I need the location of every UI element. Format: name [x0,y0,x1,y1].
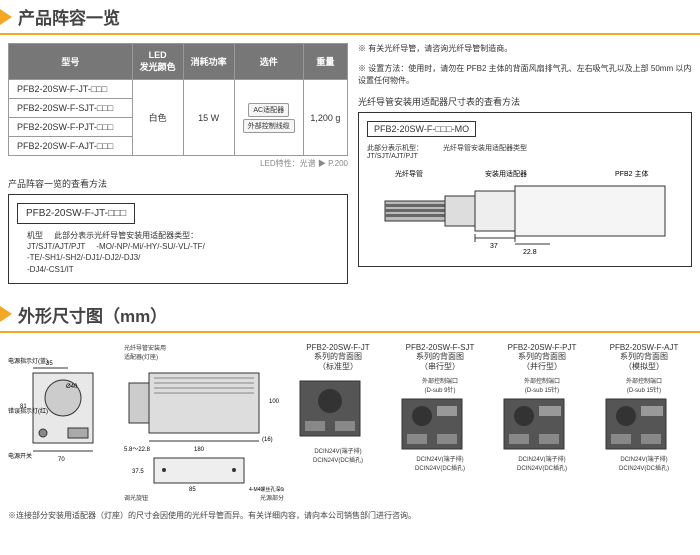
model-cell: PFB2-20SW-F-JT-□□□ [9,80,133,99]
dcin: DCIN24V(端子排) [392,454,488,463]
port: 外部控制端口 (D-sub 15针) [494,376,590,394]
note2: ※ 设置方法：使用时，请勿在 PFB2 主体的背面风扇排气孔、左右吸气孔以及上部… [358,63,692,87]
model-cell: PFB2-20SW-F-SJT-□□□ [9,99,133,118]
model-cell: PFB2-20SW-F-AJT-□□□ [9,137,133,156]
dimensions-area: 电源指示灯(蓝) 错误指示灯(红) 电源开关 35 70 81 Ø40 光纤导管… [0,343,700,502]
left-column: 型号 LED 发光颜色 消耗功率 选件 重量 PFB2-20SW-F-JT-□□… [8,43,348,284]
th-power: 消耗功率 [183,44,234,80]
lbl-light: 光源部分 [260,493,284,502]
right-column: ※ 有关光纤导管，请咨询光纤导管制造商。 ※ 设置方法：使用时，请勿在 PFB2… [358,43,692,284]
port: 外部控制端口 (D-sub 9针) [392,376,488,394]
al1: 此部分表示机型： JT/SJT/AJT/PJT [367,143,423,160]
l2: 此部分表示光纤导管安装用适配器类型： [54,231,198,240]
power-cell: 15 W [183,80,234,156]
lookup-model: PFB2-20SW-F-JT-□□□ [17,203,135,224]
rear-svg [596,394,676,454]
section-title: 外形尺寸图（mm） [18,302,167,327]
footnote: ※连接部分安装用适配器（灯座）的尺寸会因使用的光纤导管而异。有关详细内容，请向本… [0,510,700,521]
adapter-svg: 光纤导管 安装用适配器 PFB2 主体 37 22.8 [367,166,683,256]
port: 外部控制端口 (D-sub 15针) [596,376,692,394]
rear-svg [494,394,574,454]
spec-table: 型号 LED 发光颜色 消耗功率 选件 重量 PFB2-20SW-F-JT-□□… [8,43,348,156]
lbl-screw: 4-M4螺丝孔深6(安装用) [249,486,284,493]
dc: DCIN24V(DC插孔) [596,463,692,472]
rear-view-2: PFB2-20SW-F-PJT 系列的背面图 （并行型） 外部控制端口 (D-s… [494,343,590,472]
l1: 机型 [27,231,43,240]
dc: DCIN24V(DC插孔) [392,463,488,472]
opt1: AC适配器 [248,103,289,117]
lbl-dimmer: 调光旋钮 [124,493,148,502]
v16: (16) [262,437,273,443]
rear-svg [290,376,370,446]
rear-view-0: PFB2-20SW-F-JT 系列的背面图 （标准型） DCIN24V(端子排)… [290,343,386,464]
arrow-icon [0,306,12,322]
v58: 5.8～22.8 [124,447,151,453]
v40: Ø40 [66,384,78,390]
lbl-powerled: 电源指示灯(蓝) [8,357,48,365]
side-view: 光纤导管安装用 适配器(灯座) 100 180 5.8～22.8 (16) 37… [124,343,284,502]
model-cell: PFB2-20SW-F-PJT-□□□ [9,118,133,137]
dcin: DCIN24V(端子排) [494,454,590,463]
section-title: 产品阵容一览 [18,4,120,29]
rear-title: PFB2-20SW-F-SJT 系列的背面图 （串行型） [392,343,488,372]
th-weight: 重量 [303,44,347,80]
lookup-title: 产品阵容一览的查看方法 [8,177,348,190]
lbl-powersw: 电源开关 [8,452,32,460]
section-header-lineup: 产品阵容一览 [0,0,700,35]
lbl-errorled: 错误指示灯(红) [8,407,48,415]
al2: 光纤导管安装用适配器类型 [443,143,527,160]
body-label: PFB2 主体 [615,169,648,178]
v70: 70 [58,457,65,463]
th-model: 型号 [9,44,133,80]
d2: 22.8 [523,249,537,256]
led-note: LED特性：光谱 ▶ P.200 [8,158,348,169]
rear-view-1: PFB2-20SW-F-SJT 系列的背面图 （串行型） 外部控制端口 (D-s… [392,343,488,472]
section-header-dims: 外形尺寸图（mm） [0,298,700,333]
v85: 85 [189,487,196,493]
rear-title: PFB2-20SW-F-PJT 系列的背面图 （并行型） [494,343,590,372]
d1: 37 [490,243,498,250]
dcin: DCIN24V(端子排) [290,446,386,455]
lookup-desc: 机型 此部分表示光纤导管安装用适配器类型： JT/SJT/AJT/PJT -MO… [27,230,339,275]
front-svg: 电源指示灯(蓝) 错误指示灯(红) 电源开关 35 70 81 Ø40 [8,343,118,483]
v81: 81 [20,404,27,410]
v100: 100 [269,399,280,405]
lookup-box: PFB2-20SW-F-JT-□□□ 机型 此部分表示光纤导管安装用适配器类型：… [8,194,348,284]
v375: 37.5 [132,469,144,475]
arrow-icon [0,9,12,25]
lineup-area: 型号 LED 发光颜色 消耗功率 选件 重量 PFB2-20SW-F-JT-□□… [0,43,700,284]
side-svg: 100 180 5.8～22.8 (16) 37.5 85 4-M4螺丝孔深6(… [124,363,284,493]
dc: DCIN24V(DC插孔) [290,455,386,464]
weight-cell: 1,200 g [303,80,347,156]
th-led: LED 发光颜色 [132,44,183,80]
l3: JT/SJT/AJT/PJT [27,242,85,251]
dc: DCIN24V(DC插孔) [494,463,590,472]
opt2: 外部控制线缆 [243,119,295,133]
rear-svg [392,394,472,454]
adapter-model: PFB2-20SW-F-□□□-MO [367,121,476,137]
fiber-label: 光纤导管 [395,169,423,178]
dims-row: 电源指示灯(蓝) 错误指示灯(红) 电源开关 35 70 81 Ø40 光纤导管… [8,343,692,502]
v35: 35 [46,361,53,367]
th-opt: 选件 [234,44,303,80]
adap-label: 安装用适配器 [485,169,527,178]
adapter-title: 光纤导管安装用适配器尺寸表的查看方法 [358,95,692,108]
rear-title: PFB2-20SW-F-AJT 系列的背面图 （模拟型） [596,343,692,372]
opt-cell: AC适配器 外部控制线缆 [234,80,303,156]
lbl-adapter: 光纤导管安装用 适配器(灯座) [124,343,284,361]
note1: ※ 有关光纤导管，请咨询光纤导管制造商。 [358,43,692,55]
led-cell: 白色 [132,80,183,156]
v180: 180 [194,447,205,453]
rear-view-3: PFB2-20SW-F-AJT 系列的背面图 （模拟型） 外部控制端口 (D-s… [596,343,692,472]
adapter-diagram: PFB2-20SW-F-□□□-MO 此部分表示机型： JT/SJT/AJT/P… [358,112,692,267]
dcin: DCIN24V(端子排) [596,454,692,463]
rear-title: PFB2-20SW-F-JT 系列的背面图 （标准型） [290,343,386,372]
front-view: 电源指示灯(蓝) 错误指示灯(红) 电源开关 35 70 81 Ø40 [8,343,118,483]
